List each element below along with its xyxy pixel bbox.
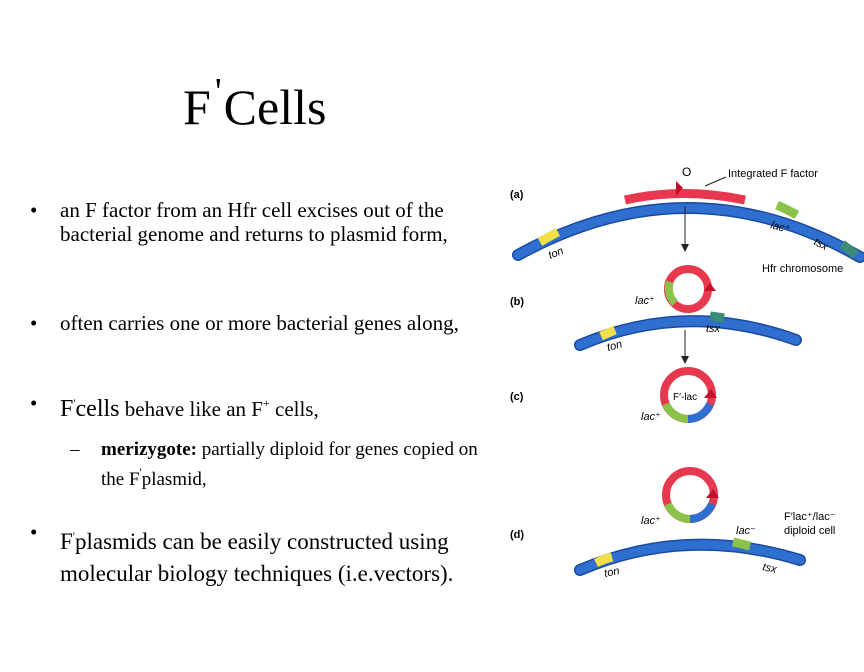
ton-gene-d bbox=[593, 552, 614, 568]
diagram-svg: (a) O Integrated F factor ton lac⁺ tsx H… bbox=[510, 165, 864, 580]
tsx-gene-a bbox=[839, 240, 859, 259]
bullet-item-merizygote: – merizygote: partially diploid for gene… bbox=[70, 439, 478, 490]
lac-minus-label-d: lac⁻ bbox=[736, 525, 756, 537]
ton-gene-b bbox=[599, 325, 617, 341]
origin-label: O bbox=[682, 165, 691, 179]
lac-plus-label-a: lac⁺ bbox=[769, 219, 791, 236]
lac-gene-c bbox=[662, 402, 689, 423]
loop-arrow-c-icon bbox=[704, 389, 717, 398]
f-prime-diagram: (a) O Integrated F factor ton lac⁺ tsx H… bbox=[500, 160, 864, 580]
lac-minus-gene-d bbox=[732, 537, 752, 551]
loop-arrow-b-icon bbox=[704, 283, 716, 291]
diploid-genotype-label: F′lac⁺/lac⁻ bbox=[784, 511, 836, 523]
lac-gene-d-plasmid bbox=[664, 502, 691, 523]
lac-plus-label-b: lac⁺ bbox=[635, 295, 655, 307]
lac-plus-label-d: lac⁺ bbox=[641, 515, 661, 527]
panel-a-label: (a) bbox=[510, 189, 524, 201]
lac-gene-b bbox=[664, 280, 678, 306]
ton-label-b: ton bbox=[606, 338, 624, 354]
diploid-cell-label: diploid cell bbox=[784, 525, 835, 537]
slide-title: F 'Cells bbox=[183, 71, 327, 135]
lac-gene-a bbox=[775, 200, 800, 219]
bullet-item-2: • often carries one or more bacterial ge… bbox=[30, 311, 459, 335]
f-lac-label: F′-lac bbox=[673, 392, 697, 403]
tsx-gene-b bbox=[709, 311, 725, 323]
chromosomal-segment-d bbox=[689, 502, 716, 523]
integrated-f-label: Integrated F factor bbox=[728, 168, 818, 180]
hfr-chromosome-label: Hfr chromosome bbox=[762, 263, 843, 275]
bullet-item-1: • an F factor from an Hfr cell excises o… bbox=[30, 198, 448, 246]
loop-arrow-d-icon bbox=[706, 489, 719, 498]
chromosomal-segment-c bbox=[687, 402, 714, 423]
panel-b-label: (b) bbox=[510, 296, 524, 308]
panel-c-label: (c) bbox=[510, 391, 524, 403]
lac-plus-label-c: lac⁺ bbox=[641, 411, 661, 423]
ton-gene-a bbox=[537, 227, 561, 246]
bullet-item-3: • F'cells behave like an F+ cells, bbox=[30, 391, 319, 422]
bullet-item-4: • F'plasmids can be easily constructed u… bbox=[30, 520, 454, 586]
integrated-f-pointer bbox=[704, 176, 727, 187]
panel-d-label: (d) bbox=[510, 529, 524, 541]
ton-label-a: ton bbox=[547, 245, 566, 262]
hfr-chromosome bbox=[513, 203, 864, 262]
tsx-label-b: tsx bbox=[706, 323, 721, 335]
integrated-f-segment bbox=[624, 189, 746, 205]
ton-label-d: ton bbox=[603, 565, 620, 580]
origin-arrow-icon bbox=[676, 181, 683, 196]
tsx-label-d: tsx bbox=[761, 561, 778, 576]
